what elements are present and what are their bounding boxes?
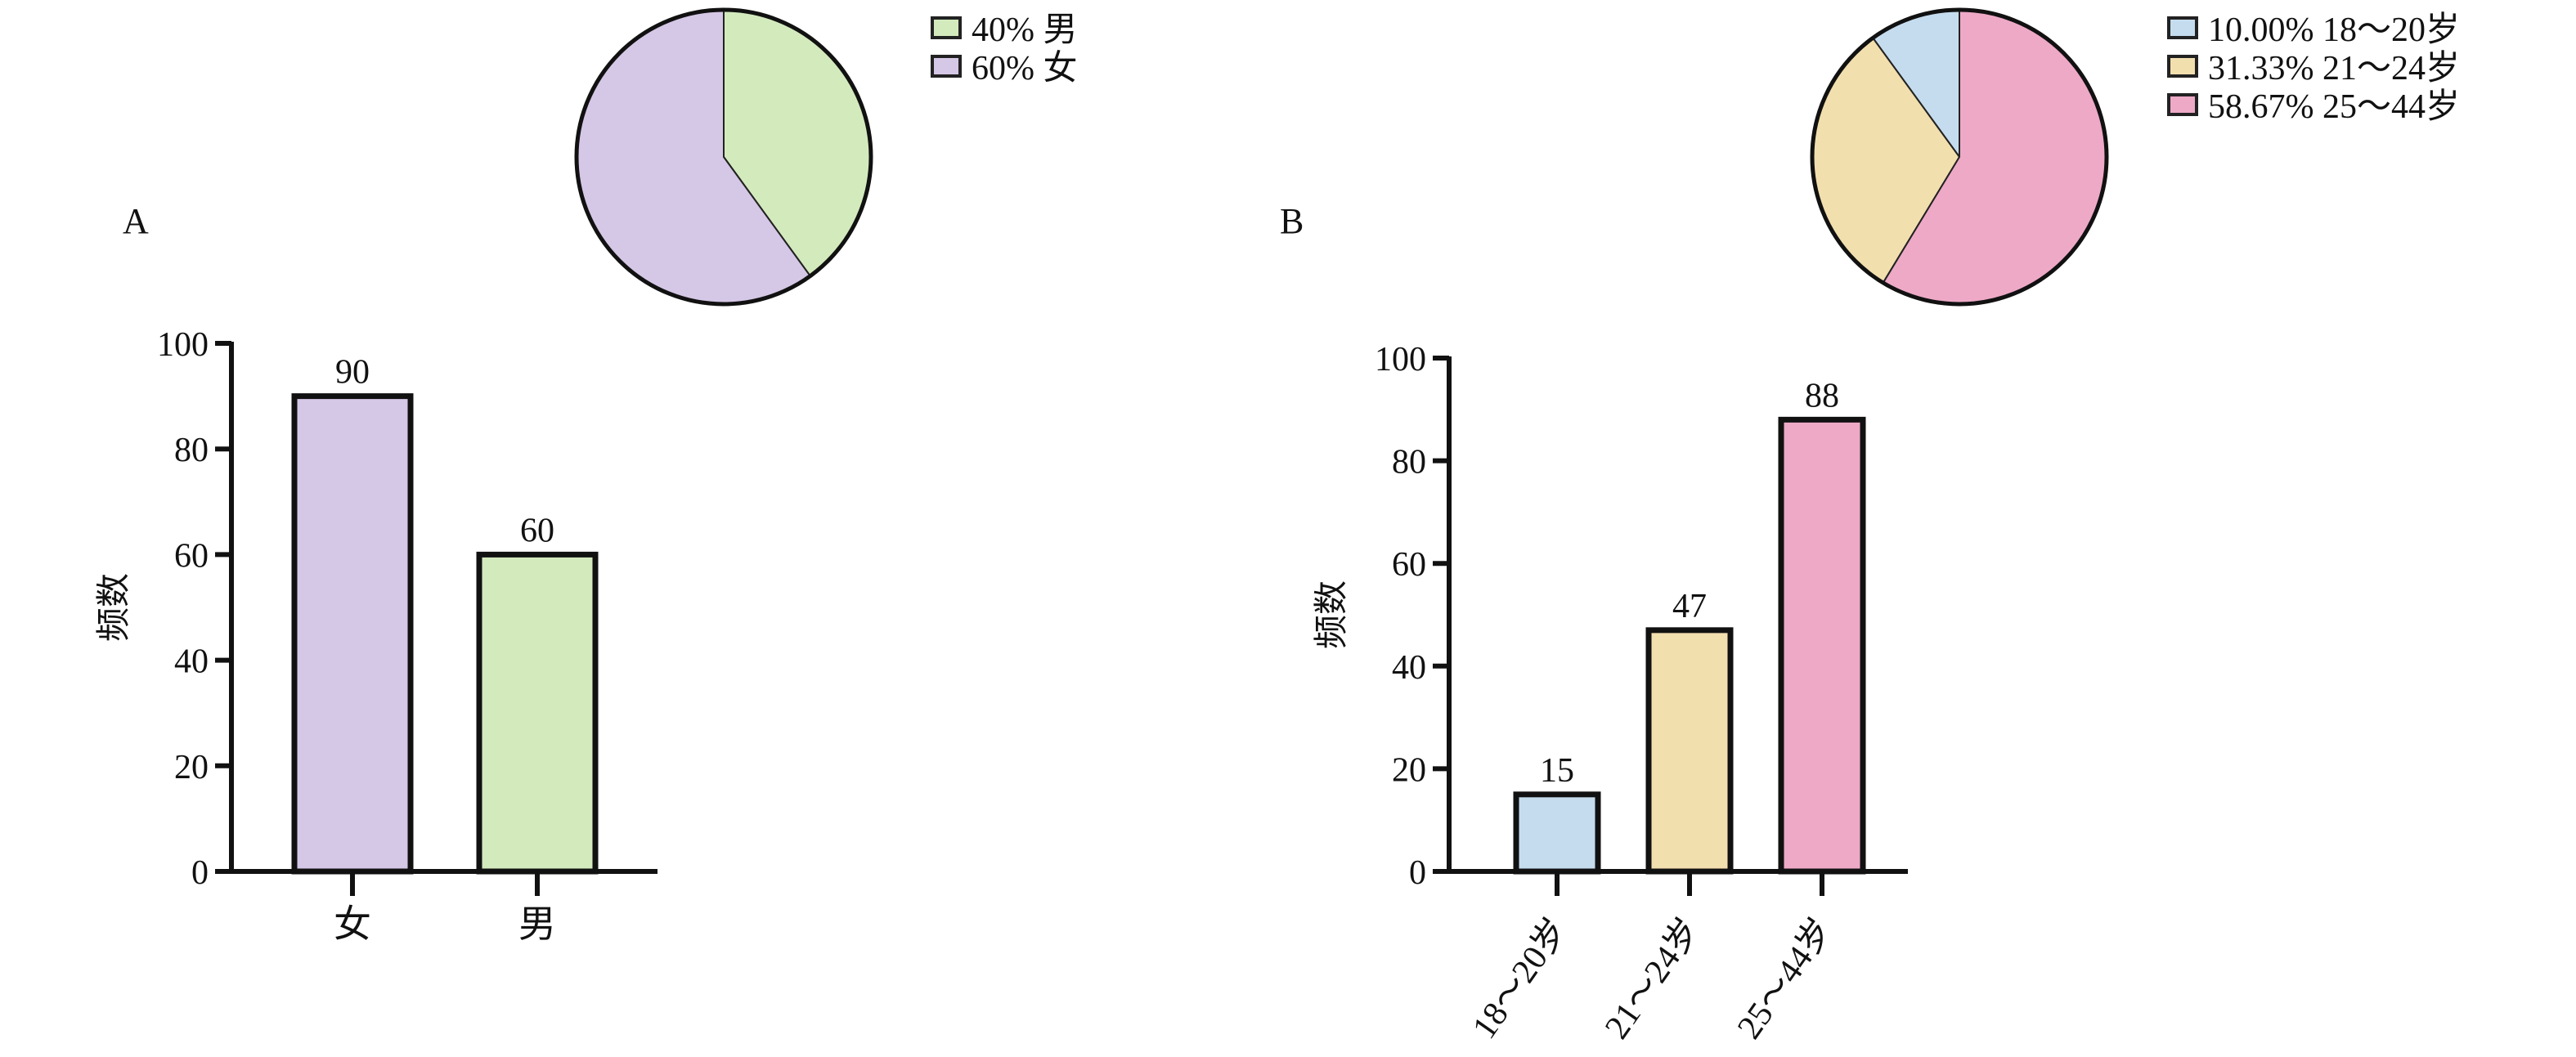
bar-a-xtick-label-1: 男 bbox=[518, 903, 556, 945]
bar-b-ylabel: 频数 bbox=[1313, 580, 1351, 649]
pie-a-outline bbox=[574, 7, 873, 307]
legend-a-swatch-0 bbox=[931, 16, 962, 39]
bar-b-ytick-label-5: 100 bbox=[1375, 341, 1426, 378]
bar-a-xtick-label-0: 女 bbox=[334, 903, 371, 945]
legend-b-label-2: 58.67% 25～44岁 bbox=[2208, 87, 2460, 126]
bar-b-data-label-1: 47 bbox=[1672, 588, 1707, 625]
bar-b-ytick-label-1: 20 bbox=[1392, 751, 1426, 789]
legend-b-swatch-2 bbox=[2167, 93, 2198, 116]
bar-a-data-label-1: 60 bbox=[520, 512, 554, 549]
bar-a-ytick-label-0: 0 bbox=[191, 854, 209, 892]
bar-b-bar-2 bbox=[1778, 416, 1866, 875]
bar-a-ytick-label-4: 80 bbox=[174, 432, 209, 469]
bar-a-bar-0 bbox=[291, 393, 414, 875]
bar-b-bar-0 bbox=[1513, 791, 1601, 875]
bar-b-ytick-label-0: 0 bbox=[1409, 854, 1426, 892]
panel-label-b: B bbox=[1280, 201, 1304, 241]
bar-a-ytick-label-3: 60 bbox=[174, 537, 209, 575]
legend-b-swatch-1 bbox=[2167, 55, 2198, 78]
bar-a-bar-1 bbox=[476, 551, 599, 875]
legend-b-swatch-0 bbox=[2167, 16, 2198, 39]
bar-b-data-label-0: 15 bbox=[1540, 752, 1574, 790]
bar-b-xtick-label-1: 21～24岁 bbox=[1597, 911, 1708, 1046]
charts-group: 40% 男60% 女 0 20 40 60 80 100 频数 90 女 60 男 10.00% 18～… bbox=[96, 7, 2460, 1046]
legend-b-label-0: 10.00% 18～20岁 bbox=[2208, 11, 2460, 49]
pie-b-outline bbox=[1810, 7, 2109, 307]
bar-b-data-label-2: 88 bbox=[1805, 377, 1839, 414]
bar-a-ytick-label-1: 20 bbox=[174, 749, 209, 786]
bar-a-data-label-0: 90 bbox=[335, 354, 370, 392]
bar-b-bar-1 bbox=[1645, 627, 1734, 875]
bar-b-ytick-label-2: 40 bbox=[1392, 649, 1426, 687]
bar-a-ytick-label-2: 40 bbox=[174, 643, 209, 681]
bar-a-ytick-label-5: 100 bbox=[157, 326, 209, 364]
legend-b-label-1: 31.33% 21～24岁 bbox=[2208, 49, 2460, 87]
bar-b-xtick-label-0: 18～20岁 bbox=[1465, 911, 1575, 1046]
bar-a-ylabel: 频数 bbox=[96, 573, 133, 642]
panel-label-a: A bbox=[123, 201, 149, 241]
legend-a-label-1: 60% 女 bbox=[972, 49, 1078, 87]
legend-a-swatch-1 bbox=[931, 55, 962, 78]
legend-a-label-0: 40% 男 bbox=[972, 11, 1078, 49]
bar-b-xtick-label-2: 25～44岁 bbox=[1730, 911, 1840, 1046]
bar-b-ytick-label-4: 80 bbox=[1392, 444, 1426, 481]
bar-b-ytick-label-3: 60 bbox=[1392, 546, 1426, 584]
